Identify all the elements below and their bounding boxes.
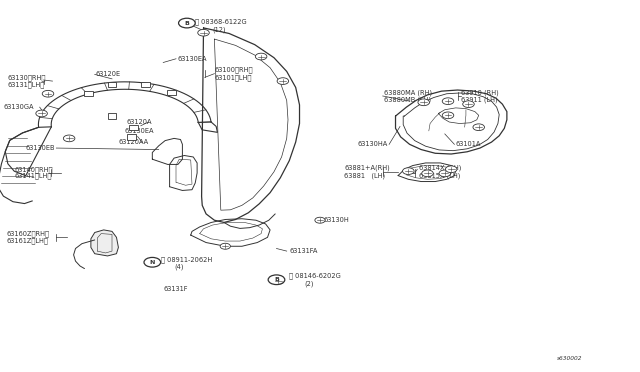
- Text: N: N: [150, 260, 155, 265]
- Text: s630002: s630002: [557, 356, 582, 362]
- Text: 63100〈RH〉: 63100〈RH〉: [214, 67, 253, 73]
- Circle shape: [439, 170, 451, 177]
- Circle shape: [445, 166, 457, 173]
- Text: (2): (2): [304, 280, 314, 287]
- Text: B: B: [274, 277, 279, 282]
- Text: 63881+A(RH): 63881+A(RH): [344, 165, 390, 171]
- Bar: [84, 91, 93, 96]
- Circle shape: [442, 112, 454, 119]
- Text: 63910 (RH): 63910 (RH): [461, 89, 499, 96]
- Text: 63161Z〈LH〉: 63161Z〈LH〉: [6, 238, 48, 244]
- Text: 63101A: 63101A: [456, 141, 481, 147]
- Circle shape: [277, 78, 289, 84]
- Circle shape: [36, 110, 47, 117]
- Text: (12): (12): [212, 26, 226, 33]
- Text: 63130H: 63130H: [323, 217, 349, 223]
- Circle shape: [179, 18, 195, 28]
- Text: 63130EA: 63130EA: [125, 128, 154, 134]
- Text: 63131FA: 63131FA: [289, 248, 317, 254]
- Text: 63880MB (LH): 63880MB (LH): [384, 96, 431, 103]
- Bar: [167, 90, 176, 95]
- Text: Ⓝ 08911-2062H: Ⓝ 08911-2062H: [161, 256, 212, 263]
- Text: Ⓑ 08368-6122G: Ⓑ 08368-6122G: [195, 18, 247, 25]
- Circle shape: [268, 275, 285, 285]
- Circle shape: [144, 257, 161, 267]
- Text: 63130GA: 63130GA: [3, 104, 34, 110]
- Text: 63814X (RH): 63814X (RH): [419, 165, 461, 171]
- Text: 63131F: 63131F: [163, 286, 188, 292]
- Text: 63120E: 63120E: [96, 71, 121, 77]
- Text: 63120A: 63120A: [127, 119, 152, 125]
- Text: 63815X (LH): 63815X (LH): [419, 172, 461, 179]
- Circle shape: [198, 29, 209, 36]
- Circle shape: [422, 170, 433, 177]
- Text: 63101〈LH〉: 63101〈LH〉: [214, 74, 252, 81]
- Text: 63141〈LH〉: 63141〈LH〉: [14, 172, 51, 179]
- Text: 63120AA: 63120AA: [118, 139, 148, 145]
- Text: (4): (4): [174, 264, 184, 270]
- Text: 63140〈RH〉: 63140〈RH〉: [14, 166, 52, 173]
- Text: B: B: [184, 20, 189, 26]
- Text: 63130EA: 63130EA: [178, 56, 207, 62]
- Circle shape: [403, 168, 414, 174]
- Text: 63130HA: 63130HA: [357, 141, 387, 147]
- Bar: [141, 82, 150, 87]
- Text: 63911 (LH): 63911 (LH): [461, 96, 497, 103]
- Text: 63130〈RH〉: 63130〈RH〉: [8, 74, 46, 81]
- Bar: [127, 134, 136, 140]
- Text: 63160Z〈RH〉: 63160Z〈RH〉: [6, 230, 49, 237]
- Circle shape: [273, 278, 284, 284]
- Bar: [108, 82, 116, 87]
- Circle shape: [442, 98, 454, 105]
- Bar: [108, 113, 116, 119]
- Circle shape: [42, 90, 54, 97]
- Text: 63881   (LH): 63881 (LH): [344, 172, 385, 179]
- Text: 63880MA (RH): 63880MA (RH): [384, 89, 432, 96]
- Polygon shape: [91, 230, 118, 256]
- Text: 63130EB: 63130EB: [26, 145, 55, 151]
- Text: Ⓑ 08146-6202G: Ⓑ 08146-6202G: [289, 273, 341, 279]
- Circle shape: [255, 53, 267, 60]
- Circle shape: [463, 101, 474, 108]
- Bar: [129, 125, 138, 130]
- Text: 63131〈LH〉: 63131〈LH〉: [8, 81, 45, 88]
- Circle shape: [63, 135, 75, 142]
- Circle shape: [220, 243, 230, 249]
- Circle shape: [315, 217, 325, 223]
- Circle shape: [473, 124, 484, 131]
- Circle shape: [418, 99, 429, 106]
